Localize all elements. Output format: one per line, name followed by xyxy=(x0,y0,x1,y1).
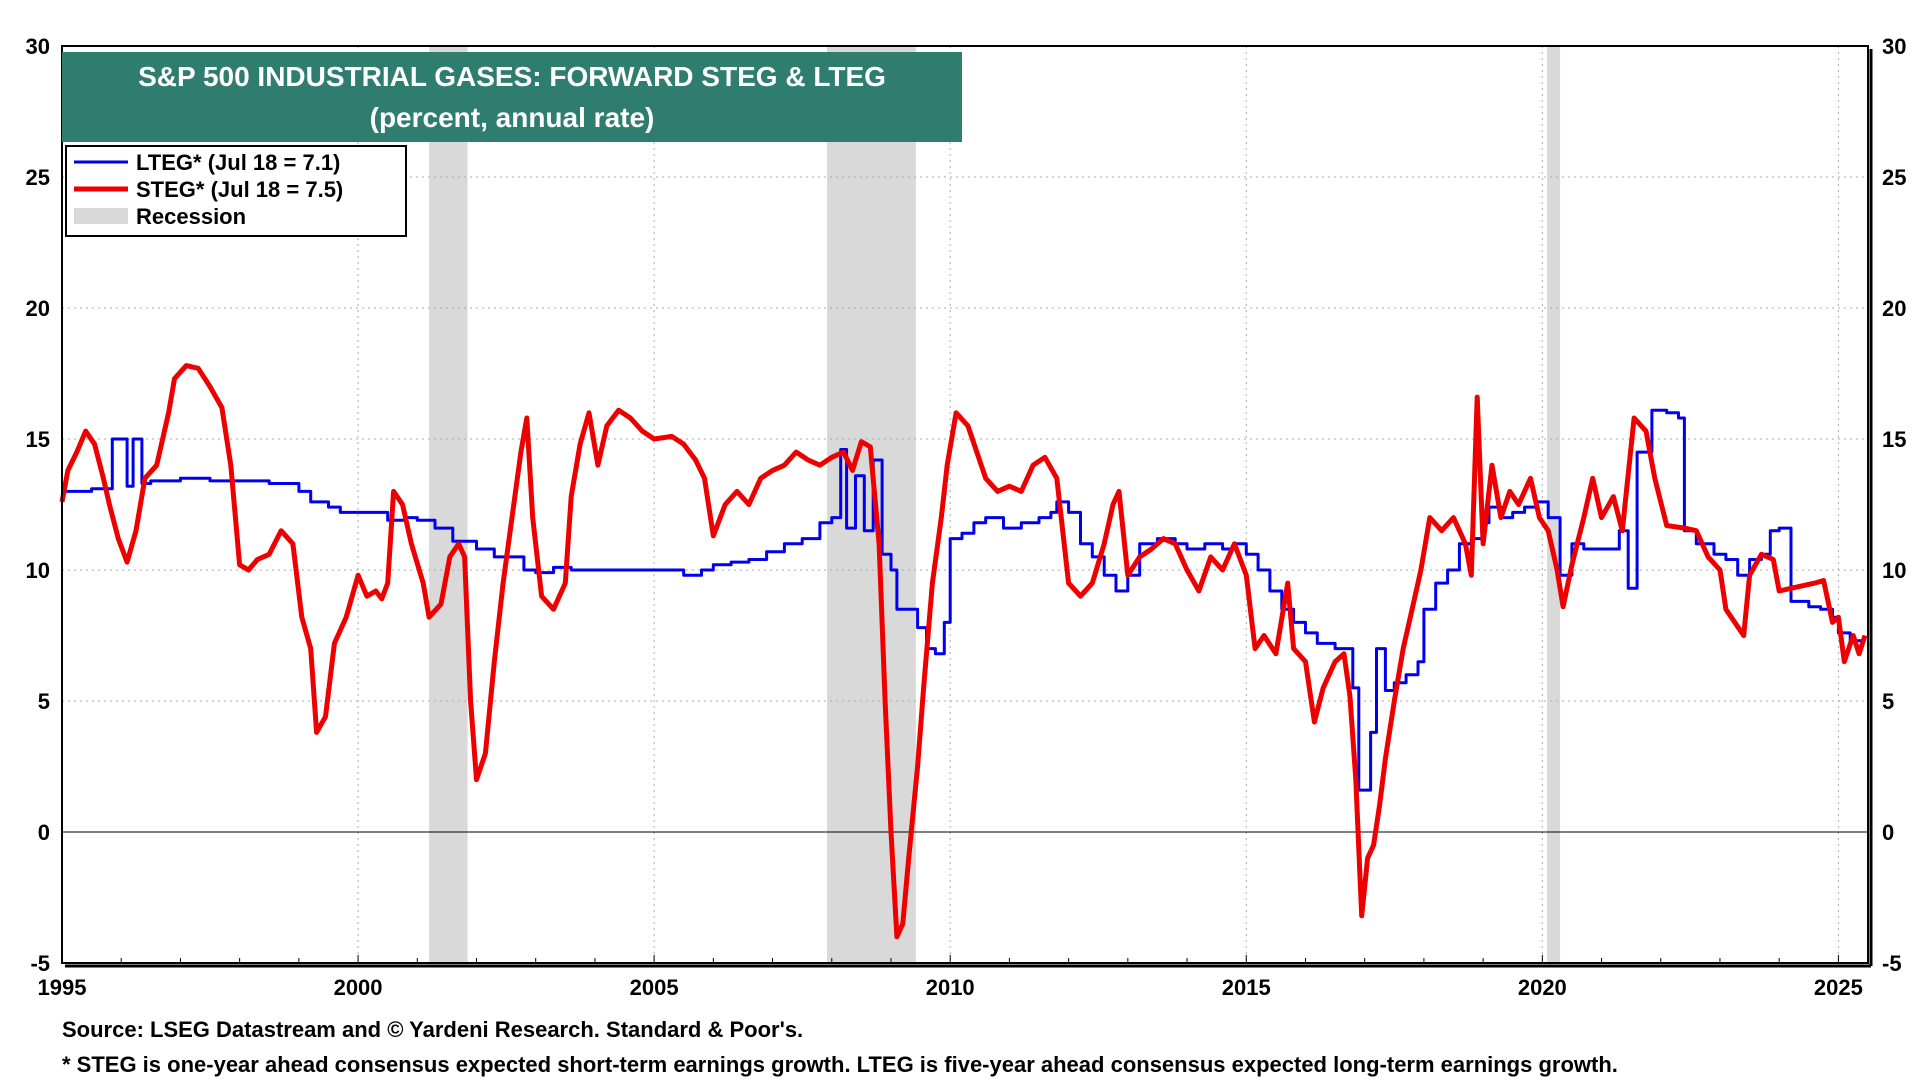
y-axis-left-ticks: 30 25 20 15 10 5 0 -5 xyxy=(26,34,50,976)
y-tick-label-right: 5 xyxy=(1882,689,1894,714)
legend-label-steg: STEG* (Jul 18 = 7.5) xyxy=(136,177,343,202)
definition-note: * STEG is one-year ahead consensus expec… xyxy=(62,1052,1618,1077)
y-tick-label-left: 25 xyxy=(26,165,50,190)
x-axis-ticks: 1995 2000 2005 2010 2015 2020 2025 xyxy=(38,955,1863,1000)
plot-frame xyxy=(61,45,1869,964)
series-line-lteg xyxy=(62,408,1864,792)
chart-title-box: S&P 500 INDUSTRIAL GASES: FORWARD STEG &… xyxy=(62,52,962,142)
x-tick-label: 2010 xyxy=(926,975,975,1000)
y-tick-label-right: 30 xyxy=(1882,34,1906,59)
y-tick-label-left: 15 xyxy=(26,427,50,452)
series-lines xyxy=(59,363,1868,940)
recession-band-1 xyxy=(429,46,468,963)
x-tick-label: 2000 xyxy=(334,975,383,1000)
x-tick-label: 1995 xyxy=(38,975,87,1000)
y-tick-label-right: 0 xyxy=(1882,820,1894,845)
legend-label-recession: Recession xyxy=(136,204,246,229)
chart-subtitle: (percent, annual rate) xyxy=(370,102,655,133)
series-line-steg xyxy=(59,363,1868,940)
source-note: Source: LSEG Datastream and © Yardeni Re… xyxy=(62,1017,804,1042)
chart-title: S&P 500 INDUSTRIAL GASES: FORWARD STEG &… xyxy=(138,61,886,92)
y-tick-label-left: -5 xyxy=(30,951,50,976)
legend-swatch-recession xyxy=(74,208,128,224)
y-tick-label-left: 10 xyxy=(26,558,50,583)
y-tick-label-right: 10 xyxy=(1882,558,1906,583)
y-tick-label-right: 25 xyxy=(1882,165,1906,190)
y-tick-label-right: 15 xyxy=(1882,427,1906,452)
y-tick-label-left: 5 xyxy=(38,689,50,714)
legend-label-lteg: LTEG* (Jul 18 = 7.1) xyxy=(136,150,340,175)
y-tick-label-right: 20 xyxy=(1882,296,1906,321)
recession-bands xyxy=(429,46,1561,963)
x-tick-label: 2015 xyxy=(1222,975,1271,1000)
x-tick-label: 2005 xyxy=(630,975,679,1000)
recession-band-3 xyxy=(1547,46,1561,963)
y-tick-label-left: 20 xyxy=(26,296,50,321)
y-tick-label-left: 30 xyxy=(26,34,50,59)
axes xyxy=(61,45,1873,968)
y-tick-label-left: 0 xyxy=(38,820,50,845)
y-axis-right-ticks: 30 25 20 15 10 5 0 -5 xyxy=(1882,34,1906,976)
legend: LTEG* (Jul 18 = 7.1) STEG* (Jul 18 = 7.5… xyxy=(65,145,407,237)
x-tick-label: 2025 xyxy=(1814,975,1863,1000)
y-tick-label-right: -5 xyxy=(1882,951,1902,976)
title-background xyxy=(62,52,962,142)
x-tick-label: 2020 xyxy=(1518,975,1567,1000)
